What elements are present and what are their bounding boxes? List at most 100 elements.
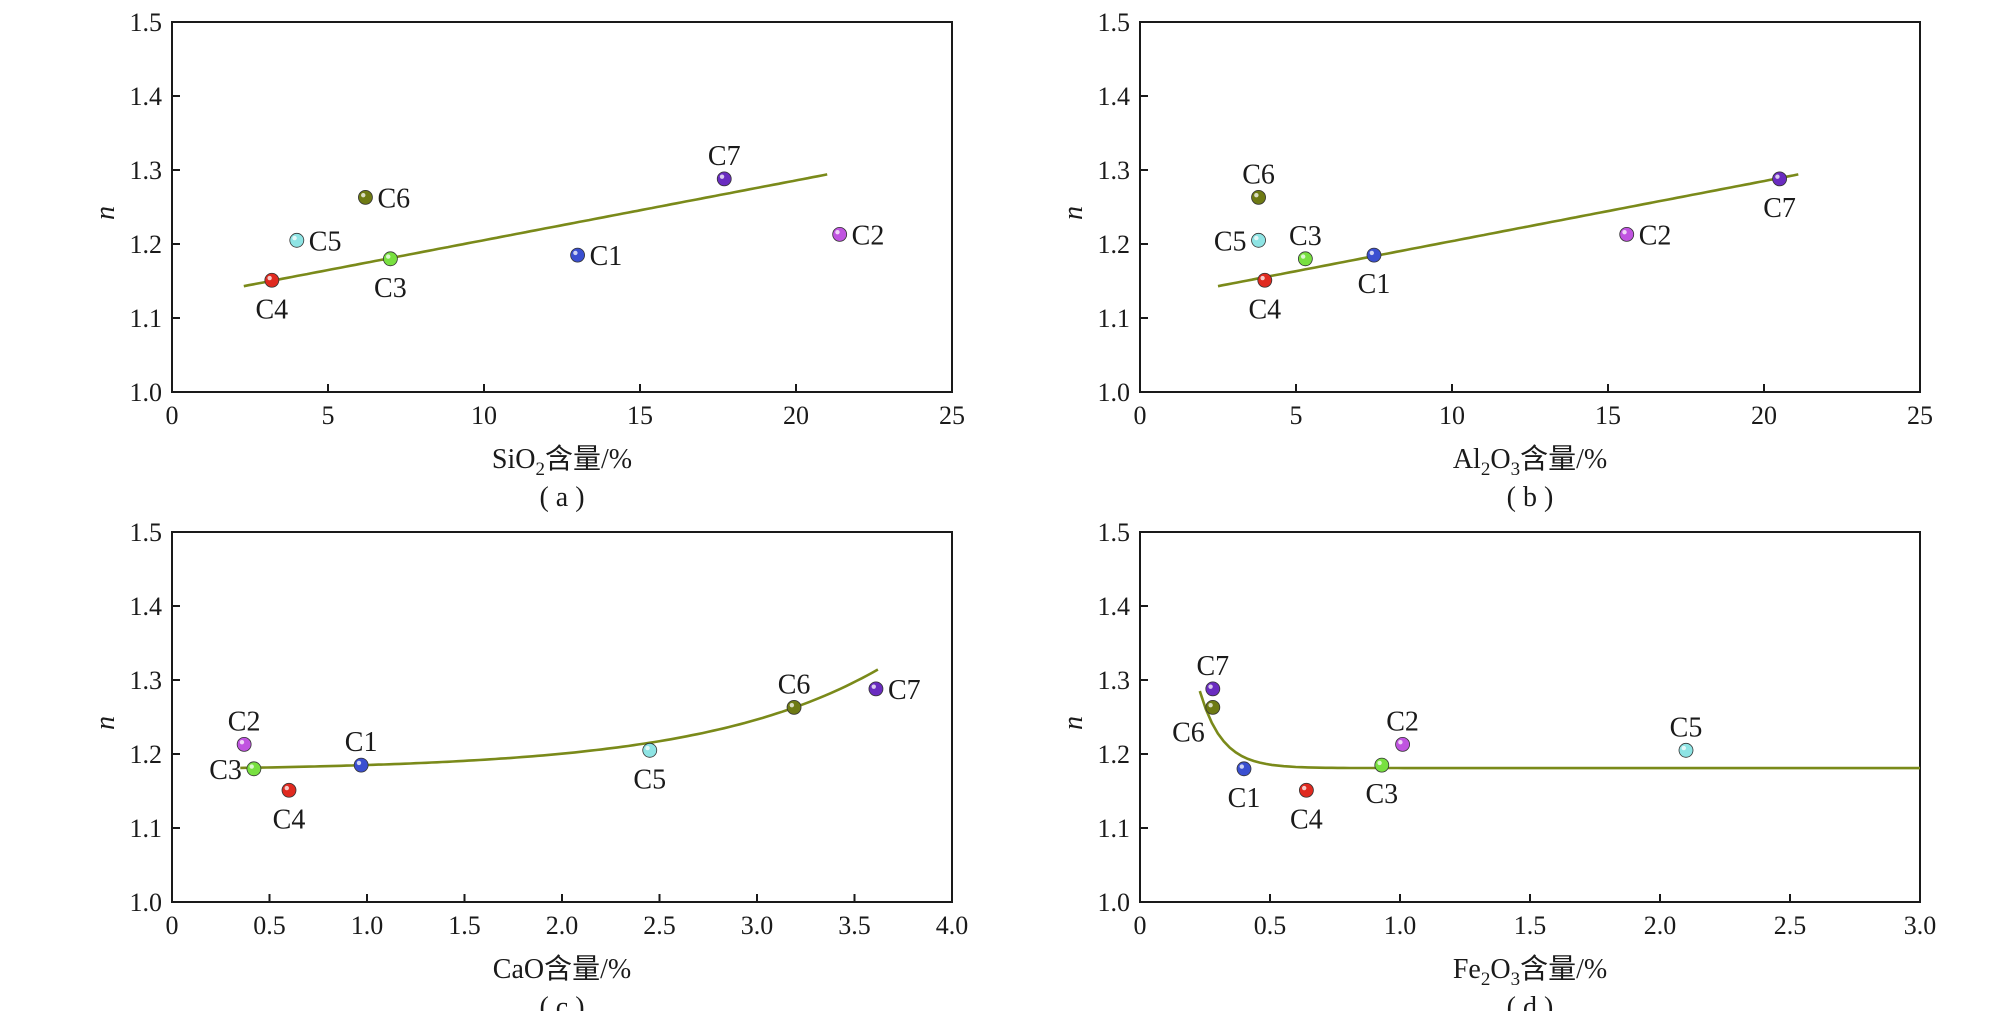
data-point-c4 — [281, 782, 297, 798]
data-point-highlight — [645, 745, 650, 751]
data-label-c7: C7 — [708, 141, 741, 172]
x-axis-label-xlabel-main: Al — [1453, 444, 1481, 475]
data-point-c6 — [786, 699, 802, 715]
y-axis-label: n — [1058, 716, 1089, 730]
x-tick-label: 0.5 — [1254, 911, 1287, 940]
y-tick-label: 1.5 — [130, 518, 163, 547]
data-point-highlight — [386, 254, 391, 259]
x-axis-label-xlabel-main: CaO — [493, 954, 544, 985]
data-label-c5: C5 — [1670, 712, 1703, 743]
data-point-c4 — [1299, 782, 1314, 798]
data-point-c7 — [1772, 171, 1787, 187]
y-tick-label: 1.2 — [130, 230, 163, 259]
data-point-c2 — [236, 736, 252, 752]
y-tick-label: 1.1 — [130, 304, 163, 333]
data-label-c4: C4 — [273, 804, 306, 835]
x-axis-label-xlabel-main: Fe — [1453, 954, 1481, 985]
x-tick-label: 1.5 — [448, 911, 481, 940]
data-point-highlight — [1254, 235, 1259, 241]
y-tick-label: 1.1 — [1098, 304, 1131, 333]
data-point-c2 — [1619, 226, 1635, 242]
data-point-c3 — [382, 251, 398, 267]
data-point-highlight — [292, 235, 297, 241]
plot-frame — [1139, 531, 1921, 903]
data-point-highlight — [1398, 739, 1403, 745]
data-point-highlight — [267, 275, 272, 281]
data-point-highlight — [356, 760, 362, 766]
x-tick-label: 0 — [1134, 401, 1147, 430]
x-tick-label: 20 — [783, 401, 809, 430]
x-tick-label: 2.0 — [546, 911, 579, 940]
y-tick-label: 1.5 — [1098, 8, 1131, 37]
x-tick-label: 5 — [1290, 401, 1303, 430]
panel-4: 0 0.5 1.0 1.5 2.0 2.5 3.0 1.0 1.1 1.2 1.3 1.4 1.5 n Fe… — [1058, 518, 1936, 1011]
data-label-c3: C3 — [209, 755, 242, 786]
data-point-highlight — [249, 764, 254, 769]
x-tick-label: 15 — [1595, 401, 1621, 430]
data-point-c7 — [1205, 681, 1221, 697]
y-tick-label: 1.3 — [1098, 156, 1131, 185]
data-point-highlight — [1208, 702, 1213, 708]
y-tick-label: 1.0 — [1098, 888, 1131, 917]
data-point-c3 — [246, 761, 262, 777]
x-tick-label: 25 — [1907, 401, 1933, 430]
data-label-c3: C3 — [374, 273, 407, 304]
panel-label: ( b ) — [1507, 482, 1554, 513]
data-point-c5 — [289, 232, 305, 248]
data-point-highlight — [789, 702, 795, 708]
data-label-c3: C3 — [1289, 221, 1322, 252]
fit-curve — [1217, 173, 1799, 288]
x-tick-label: 1.0 — [351, 911, 384, 940]
data-label-c4: C4 — [255, 294, 288, 325]
data-point-highlight — [1681, 745, 1687, 751]
data-point-c1 — [1366, 247, 1382, 263]
x-tick-label: 5 — [322, 401, 335, 430]
data-label-c6: C6 — [1242, 159, 1275, 190]
x-axis-label-xlabel-tail: 含量/% — [545, 443, 632, 475]
data-label-c6: C6 — [1172, 717, 1205, 748]
x-tick-label: 0 — [166, 911, 179, 940]
data-point-c5 — [1678, 742, 1694, 758]
y-tick-label: 1.5 — [1098, 518, 1131, 547]
data-point-c7 — [868, 681, 884, 697]
x-tick-label: 0 — [166, 401, 179, 430]
data-label-c4: C4 — [1248, 294, 1281, 325]
x-axis-label: CaO含量/% — [493, 953, 631, 985]
data-point-c2 — [832, 226, 848, 242]
data-label-c1: C1 — [590, 241, 623, 272]
panel-label: ( c ) — [539, 992, 584, 1011]
y-tick-label: 1.3 — [1098, 666, 1131, 695]
x-axis-label-xlabel-tail: 含量/% — [1520, 953, 1607, 985]
y-tick-label: 1.1 — [1098, 814, 1131, 843]
x-axis-label: Fe2O3含量/% — [1453, 953, 1607, 990]
x-tick-label: 3.0 — [1904, 911, 1937, 940]
y-tick-label: 1.3 — [130, 666, 163, 695]
x-axis-label-xlabel-tail: 含量/% — [544, 953, 631, 985]
data-point-c1 — [353, 757, 369, 773]
x-tick-label: 10 — [471, 401, 497, 430]
data-point-highlight — [835, 229, 840, 235]
x-tick-label: 3.0 — [741, 911, 774, 940]
y-tick-label: 1.2 — [1098, 230, 1131, 259]
y-tick-label: 1.4 — [1098, 592, 1131, 621]
data-point-highlight — [1377, 760, 1382, 766]
data-point-highlight — [361, 192, 366, 198]
x-axis-label-xlabel-sub: 2 — [1481, 459, 1491, 480]
x-tick-label: 2.0 — [1644, 911, 1677, 940]
data-point-highlight — [1254, 192, 1259, 198]
y-tick-label: 1.4 — [130, 82, 163, 111]
data-label-c2: C2 — [228, 706, 261, 737]
x-tick-label: 20 — [1751, 401, 1777, 430]
data-point-c5 — [642, 742, 658, 758]
data-label-c6: C6 — [377, 183, 410, 214]
data-point-highlight — [1300, 254, 1306, 259]
plot-frame — [1139, 21, 1921, 393]
x-axis-label-xlabel-sub: 2 — [1481, 969, 1491, 990]
x-tick-label: 3.5 — [838, 911, 871, 940]
panel-2: 0 5 10 15 20 251.01.11.21.31.41.5nAl2O3含量/%( … — [1058, 8, 1933, 513]
x-tick-label: 2.5 — [1774, 911, 1807, 940]
x-axis-label-xlabel-sub2: 3 — [1511, 969, 1521, 990]
data-label-c7: C7 — [888, 675, 921, 706]
data-point-highlight — [1775, 174, 1780, 179]
